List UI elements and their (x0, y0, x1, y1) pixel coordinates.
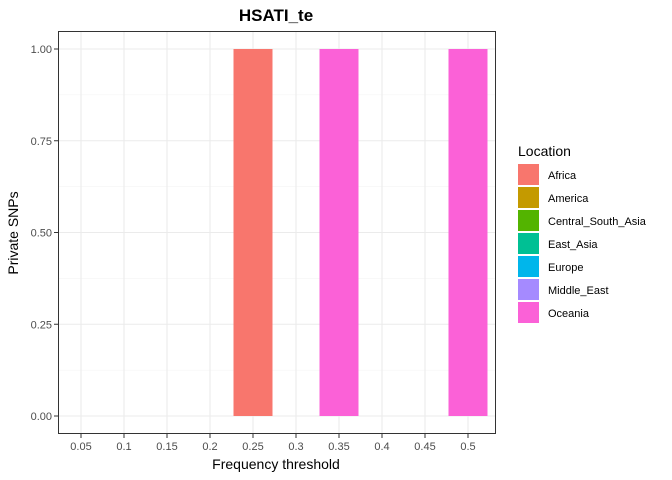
bars (233, 49, 488, 416)
legend-key (518, 279, 539, 300)
x-tick-label: 0.2 (202, 441, 217, 453)
legend-label: Oceania (548, 308, 590, 320)
x-tick-label: 0.3 (288, 441, 303, 453)
bar (233, 49, 273, 416)
y-tick-label: 0.75 (31, 136, 52, 148)
bar (319, 49, 359, 416)
x-tick-label: 0.4 (374, 441, 389, 453)
x-tick-label: 0.35 (328, 441, 349, 453)
legend-label: America (548, 193, 589, 205)
legend-title: Location (518, 143, 571, 159)
legend-key (518, 164, 539, 185)
legend-label: Europe (548, 262, 583, 274)
legend-label: Central_South_Asia (548, 216, 647, 228)
y-tick-label: 0.00 (31, 411, 52, 423)
legend-label: Africa (548, 170, 577, 182)
y-axis-title: Private SNPs (5, 191, 21, 274)
x-tick-label: 0.1 (116, 441, 131, 453)
x-tick-label: 0.15 (156, 441, 177, 453)
x-tick-label: 0.25 (242, 441, 263, 453)
bar (448, 49, 488, 416)
chart-title: HSATI_te (239, 6, 313, 25)
y-axis: 0.00 0.25 0.50 0.75 1.00 (31, 44, 58, 423)
y-tick-label: 0.25 (31, 319, 52, 331)
legend-key (518, 233, 539, 254)
x-tick-label: 0.05 (70, 441, 91, 453)
legend-key (518, 256, 539, 277)
legend: Location Africa America Central_South_Asia… (518, 143, 647, 323)
x-axis: 0.05 0.1 0.15 0.2 0.25 0.3 0.35 0.4 0.45 0.5 (70, 434, 476, 453)
legend-key (518, 302, 539, 323)
legend-label: Middle_East (548, 285, 609, 297)
x-tick-label: 0.5 (460, 441, 475, 453)
legend-label: East_Asia (548, 239, 598, 251)
legend-key (518, 210, 539, 231)
legend-key (518, 187, 539, 208)
y-tick-label: 1.00 (31, 44, 52, 56)
x-axis-title: Frequency threshold (212, 456, 340, 472)
y-tick-label: 0.50 (31, 228, 52, 240)
grid-minor (58, 94, 496, 371)
x-tick-label: 0.45 (414, 441, 435, 453)
plot-border (58, 31, 496, 434)
